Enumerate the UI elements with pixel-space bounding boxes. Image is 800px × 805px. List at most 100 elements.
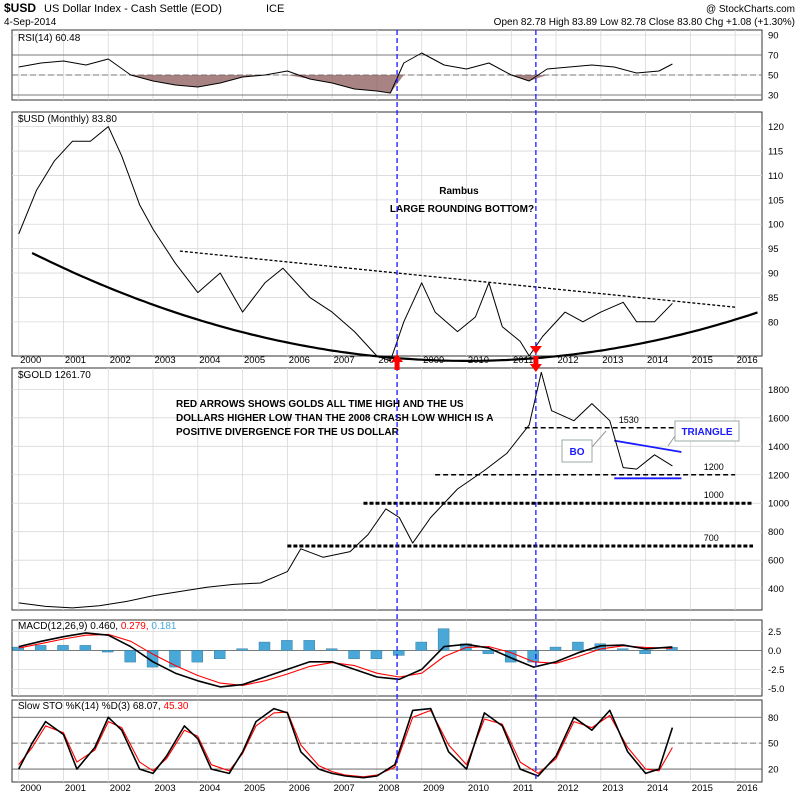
macd-line [18, 632, 673, 688]
gold-note-line3: POSITIVE DIVERGENCE FOR THE US DOLLAR [176, 427, 400, 438]
x-axis-label: 2015 [692, 355, 713, 366]
usd-ytick-label: 105 [768, 195, 784, 206]
sto-panel-frame [11, 699, 763, 783]
x-axis-label: 2005 [244, 355, 265, 366]
gold-note-line2: DOLLARS HIGHER LOW THAN THE 2008 CRASH L… [176, 413, 493, 424]
macd-label-main: MACD(12,26,9) 0.460, [18, 621, 121, 632]
macd-histogram-bar [281, 640, 293, 651]
macd-histogram-bar [325, 648, 338, 651]
macd-histogram-bar [34, 645, 47, 651]
sto-label-d: 45.30 [163, 701, 188, 712]
macd-histogram-bar [505, 650, 517, 663]
rsi-line [18, 52, 673, 94]
overlay-group [391, 30, 542, 782]
gold-ytick-label: 1000 [768, 499, 789, 510]
x-axis-label: 2001 [65, 355, 86, 366]
x-axis-label: 2016 [737, 355, 758, 366]
red-up-arrow [391, 354, 404, 370]
x-axis-label: 2011 [513, 355, 533, 366]
x-axis-label: 2007 [334, 355, 355, 366]
rsi-ytick-label: 90 [768, 31, 779, 42]
usd-ytick-label: 85 [768, 293, 779, 304]
header-watermark: @ StockCharts.com [706, 4, 795, 15]
macd-histogram-bar [191, 650, 204, 663]
panels-group: 3050709080859095100105110115120400600800… [11, 29, 789, 794]
usd-panel-frame [11, 111, 763, 357]
sto-ytick-label: 20 [768, 765, 779, 776]
x-axis-label: 2013 [602, 783, 623, 794]
breakout-label-box [561, 439, 593, 463]
x-axis-label: 2015 [692, 783, 713, 794]
macd-label-hist: 0.181 [151, 621, 176, 632]
x-axis-label: 2002 [110, 783, 131, 794]
x-axis-label: 2004 [199, 355, 220, 366]
sto-label-main: Slow STO %K(14) %D(3) 68.07, [18, 701, 163, 712]
macd-label-signal: 0.279, [121, 621, 152, 632]
macd-histogram-bar [236, 648, 248, 651]
x-axis-label: 2014 [647, 355, 668, 366]
usd-author-note: Rambus [439, 186, 479, 197]
macd-histogram-bar [12, 646, 24, 651]
macd-panel-frame [11, 619, 763, 697]
header-quote: Open 82.78 High 83.89 Low 82.78 Close 83… [494, 17, 795, 28]
macd-histogram-bar [639, 650, 651, 654]
macd-histogram-bar [393, 650, 405, 656]
sto-d-line [18, 709, 673, 778]
macd-histogram-bar [348, 650, 360, 659]
triangle-label: TRIANGLE [681, 427, 732, 438]
gold-ytick-label: 400 [768, 584, 784, 595]
sto-ytick-label: 50 [768, 739, 779, 750]
usd-ytick-label: 120 [768, 122, 784, 133]
triangle-label-box [674, 420, 740, 442]
macd-histogram-bar [616, 648, 629, 651]
macd-histogram-bar [258, 641, 271, 651]
macd-histogram-bar [482, 650, 495, 654]
macd-histogram-bar [57, 645, 69, 651]
x-axis-label: 2013 [602, 355, 623, 366]
gold-price-line [18, 371, 673, 609]
x-axis-label: 2003 [154, 783, 175, 794]
sto-panel-label: Slow STO %K(14) %D(3) 68.07, 45.30 [18, 701, 189, 712]
usd-price-line [18, 126, 673, 362]
x-axis-label: 2000 [20, 783, 41, 794]
macd-ytick-label: 0.0 [768, 646, 781, 657]
gold-level-label: 1000 [704, 490, 724, 500]
usd-trendline [179, 250, 736, 308]
x-axis-label: 2006 [289, 783, 310, 794]
x-axis-label: 2003 [154, 355, 175, 366]
rsi-ytick-label: 30 [768, 91, 779, 102]
macd-histogram-bar [214, 650, 226, 659]
x-axis-label: 2010 [468, 783, 489, 794]
macd-histogram-bar [370, 650, 383, 659]
macd-histogram-bar [169, 650, 181, 668]
red-up-arrow-top [529, 346, 542, 354]
x-axis-label: 2016 [737, 783, 758, 794]
macd-panel-label: MACD(12,26,9) 0.460, 0.279, 0.181 [18, 621, 177, 632]
rsi-ytick-label: 70 [768, 51, 779, 62]
rsi-ytick-label: 50 [768, 71, 779, 82]
usd-ytick-label: 115 [768, 147, 783, 158]
breakout-label: BO [570, 447, 585, 458]
gold-ytick-label: 600 [768, 556, 784, 567]
gold-panel-label: $GOLD 1261.70 [18, 370, 91, 381]
gold-level-label: 1530 [619, 415, 639, 425]
x-axis-label: 2012 [557, 783, 578, 794]
x-axis-label: 2008 [378, 783, 399, 794]
red-down-arrow [529, 356, 542, 372]
x-axis-label: 2012 [557, 355, 578, 366]
macd-histogram-bar [102, 650, 114, 653]
x-axis-label: 2005 [244, 783, 265, 794]
triangle-callout-line [667, 435, 676, 447]
gold-ytick-label: 800 [768, 527, 784, 538]
gold-triangle-upper [614, 439, 682, 453]
macd-histogram-bar [79, 645, 92, 651]
x-axis-label: 2009 [423, 783, 444, 794]
x-axis-label: 2006 [289, 355, 310, 366]
gold-ytick-label: 1600 [768, 413, 789, 424]
macd-histogram-bar [124, 650, 136, 663]
usd-ytick-label: 110 [768, 171, 783, 182]
header-symbol: $USD [4, 1, 36, 15]
gold-panel-frame [11, 367, 763, 611]
